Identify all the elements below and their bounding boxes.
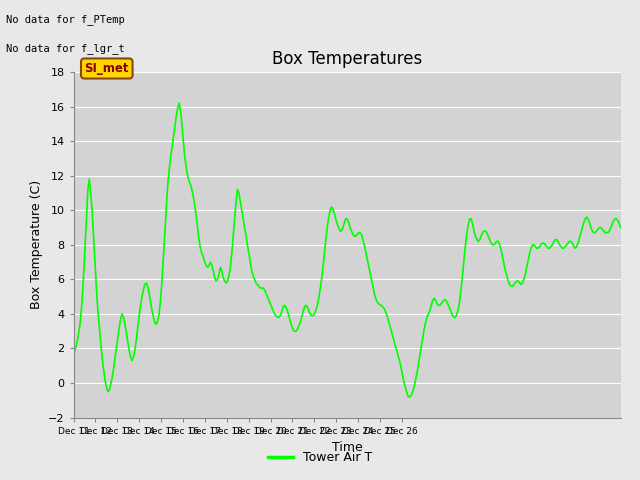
- Text: No data for f_PTemp: No data for f_PTemp: [6, 14, 125, 25]
- Title: Box Temperatures: Box Temperatures: [272, 49, 422, 68]
- X-axis label: Time: Time: [332, 441, 363, 454]
- Legend: Tower Air T: Tower Air T: [263, 446, 377, 469]
- Text: No data for f_lgr_t: No data for f_lgr_t: [6, 43, 125, 54]
- Text: SI_met: SI_met: [84, 62, 129, 75]
- Y-axis label: Box Temperature (C): Box Temperature (C): [29, 180, 42, 310]
